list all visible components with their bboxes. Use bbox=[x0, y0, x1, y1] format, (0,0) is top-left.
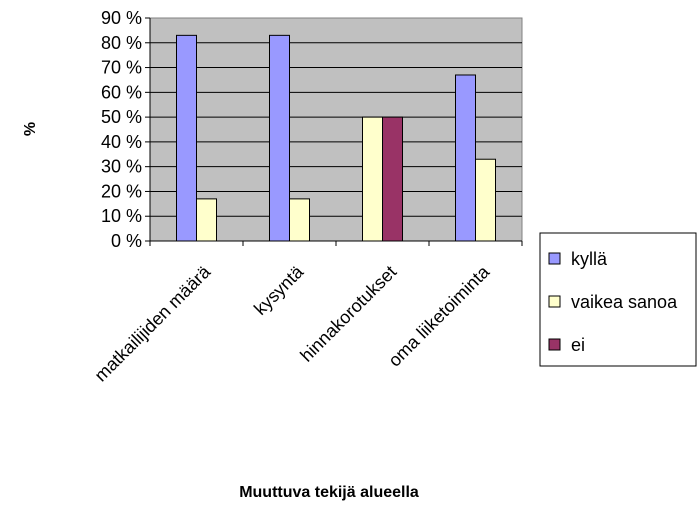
legend: kyllä vaikea sanoa ei bbox=[539, 232, 697, 367]
legend-label: ei bbox=[571, 335, 585, 355]
legend-box bbox=[539, 232, 697, 367]
x-tick-label: oma liiketoiminta bbox=[384, 261, 494, 371]
y-tick-label: 80 % bbox=[101, 33, 142, 53]
y-axis-label: % bbox=[22, 122, 39, 136]
bar-kyllä-1 bbox=[176, 34, 197, 242]
legend-label: vaikea sanoa bbox=[571, 292, 678, 312]
bar-vaikea-sanoa-2 bbox=[289, 198, 310, 242]
bar-vaikea-sanoa-4 bbox=[475, 158, 496, 242]
y-tick-label: 50 % bbox=[101, 107, 142, 127]
y-tick-label: 70 % bbox=[101, 58, 142, 78]
legend-swatch-ei bbox=[548, 338, 561, 351]
bar-vaikea-sanoa-3 bbox=[362, 116, 383, 242]
bar-kyllä-2 bbox=[269, 34, 290, 242]
legend-swatch-kyllä bbox=[548, 252, 561, 265]
y-tick-label: 30 % bbox=[101, 157, 142, 177]
legend-swatch-vaikea-sanoa bbox=[548, 295, 561, 308]
y-tick-label: 40 % bbox=[101, 132, 142, 152]
axes bbox=[145, 17, 523, 246]
legend-label: kyllä bbox=[571, 249, 608, 269]
bars bbox=[176, 34, 496, 242]
y-tick-label: 10 % bbox=[101, 206, 142, 226]
bar-ei-3 bbox=[382, 116, 403, 242]
bar-kyllä-4 bbox=[455, 74, 476, 242]
x-tick-label: matkailijiden määrä bbox=[91, 261, 215, 385]
x-axis-label: Muuttuva tekijä alueella bbox=[239, 484, 419, 501]
y-tick-label: 90 % bbox=[101, 8, 142, 28]
x-tick-label: kysyntä bbox=[250, 261, 308, 319]
x-tick-label: hinnakorotukset bbox=[296, 262, 400, 366]
x-tick-labels: matkailijiden määrä kysyntähinnakorotukse… bbox=[91, 261, 494, 385]
y-tick-label: 20 % bbox=[101, 181, 142, 201]
y-tick-labels: 0 % 10 % 20 % 30 % 40 % 50 % 60 % 70 % 80 % 90 % bbox=[101, 8, 142, 251]
y-tick-label: 0 % bbox=[111, 231, 142, 251]
y-tick-label: 60 % bbox=[101, 82, 142, 102]
bar-vaikea-sanoa-1 bbox=[196, 198, 217, 242]
